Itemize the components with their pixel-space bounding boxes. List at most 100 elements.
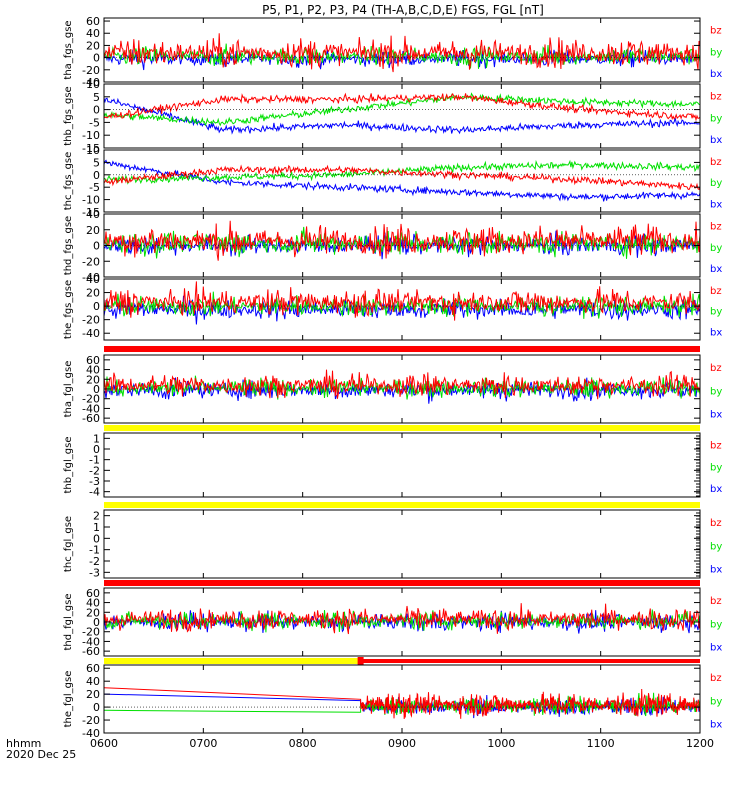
panel-thb_fgl_gse: 10-1-2-3-4 thb_fgl_gse bz by bx	[63, 425, 722, 499]
legend-bz: bz	[710, 286, 722, 297]
y-tick-label: -1	[89, 454, 100, 467]
y-tick-label: -40	[82, 271, 100, 284]
y-tick-label: 0	[93, 169, 100, 182]
y-tick-label: 60	[86, 15, 100, 28]
panel-frame	[103, 664, 701, 734]
series-group	[104, 33, 700, 73]
y-tick-label: 20	[86, 688, 100, 701]
y-tick-label: -2	[89, 464, 100, 477]
series-group	[104, 92, 700, 135]
panel-frame	[103, 17, 701, 83]
series-group	[104, 220, 700, 261]
y-tick-label: -10	[82, 194, 100, 207]
y-tick-label: -40	[82, 727, 100, 740]
quality-bar	[104, 580, 700, 586]
series-group	[104, 603, 700, 635]
y-tick-label: 40	[86, 27, 100, 40]
series-line-bx	[104, 97, 700, 135]
y-tick-label: -60	[82, 412, 100, 425]
quality-bar-marker	[357, 657, 364, 665]
y-tick-label: -20	[82, 314, 100, 327]
x-axis-label-date: 2020 Dec 25	[6, 748, 76, 761]
y-tick-label: 20	[86, 39, 100, 52]
y-axis-label: tha_fgl_gse	[63, 361, 74, 418]
y-tick-label: 60	[86, 662, 100, 675]
y-tick-label: -40	[82, 402, 100, 415]
y-tick-label: -1	[89, 544, 100, 557]
legend-by: by	[710, 462, 722, 473]
y-tick-label: 0	[93, 240, 100, 253]
quality-bar	[104, 425, 700, 431]
quality-bar-yellow	[104, 658, 361, 664]
legend-by: by	[710, 696, 722, 707]
y-tick-label: -40	[82, 635, 100, 648]
legend-bx: bx	[710, 642, 722, 653]
series-line-bx	[104, 230, 700, 260]
series-line-bz	[104, 603, 700, 635]
chart-title: P5, P1, P2, P3, P4 (TH-A,B,C,D,E) FGS, F…	[262, 3, 544, 17]
y-tick-label: 40	[86, 675, 100, 688]
y-tick-label: 0	[93, 701, 100, 714]
quality-bar-red	[360, 659, 700, 663]
x-tick-label: 0700	[189, 737, 217, 750]
x-tick-label: 0800	[289, 737, 317, 750]
legend-bz: bz	[710, 221, 722, 232]
y-axis-label: thc_fgl_gse	[63, 516, 74, 572]
panel-thd_fgs_gse: 40 20 0 -20 -40 thd_fgs_gse bz by bx	[63, 208, 722, 284]
panel-frame	[103, 432, 701, 498]
legend-bz: bz	[710, 441, 722, 452]
legend-bx: bx	[710, 484, 722, 495]
legend-bx: bx	[710, 69, 722, 80]
series-line-bx	[104, 377, 700, 404]
y-axis-label: the_fgl_gse	[63, 671, 74, 728]
legend-by: by	[710, 541, 722, 552]
series-group	[104, 281, 700, 325]
y-tick-label: -4	[89, 486, 100, 499]
y-tick-label: 10	[86, 144, 100, 157]
series-group	[104, 369, 700, 404]
y-axis-label: thc_fgs_gse	[63, 152, 74, 211]
quality-bar	[104, 502, 700, 508]
y-tick-label: 5	[93, 156, 100, 169]
legend-bx: bx	[710, 199, 722, 210]
panel-frame	[103, 509, 701, 579]
y-tick-label: -5	[89, 181, 100, 194]
y-tick-label: 0	[93, 300, 100, 313]
y-axis-label: thd_fgl_gse	[63, 594, 74, 651]
legend-bx: bx	[710, 264, 722, 275]
y-tick-label: -15	[82, 142, 100, 155]
legend-by: by	[710, 307, 722, 318]
series-line-bz	[104, 369, 700, 400]
x-tick-label: 0600	[90, 737, 118, 750]
y-tick-label: 10	[86, 78, 100, 91]
legend-bx: bx	[710, 564, 722, 575]
series-line-by	[104, 609, 700, 633]
y-tick-label: -5	[89, 116, 100, 129]
legend-bx: bx	[710, 327, 722, 338]
x-tick-label: 0900	[388, 737, 416, 750]
y-tick-label: 40	[86, 208, 100, 221]
y-tick-label: 60	[86, 587, 100, 600]
legend-bz: bz	[710, 92, 722, 103]
panel-thc_fgl_gse: 210-1-2-3 thc_fgl_gse bz by bx	[63, 502, 722, 579]
y-tick-label: 60	[86, 354, 100, 367]
series-line-by	[104, 92, 700, 127]
legend-bz: bz	[710, 363, 722, 374]
legend-by: by	[710, 113, 722, 124]
x-tick-label: 1100	[587, 737, 615, 750]
legend-bz: bz	[710, 518, 722, 529]
legend-bx: bx	[710, 409, 722, 420]
y-tick-label: -10	[82, 129, 100, 142]
y-tick-label: -40	[82, 76, 100, 89]
legend-by: by	[710, 178, 722, 189]
series-line-by	[104, 43, 700, 69]
y-axis-label: thd_fgs_gse	[63, 216, 74, 275]
y-axis-label: thb_fgs_gse	[63, 86, 74, 145]
legend-by: by	[710, 47, 722, 58]
legend-by: by	[710, 243, 722, 254]
